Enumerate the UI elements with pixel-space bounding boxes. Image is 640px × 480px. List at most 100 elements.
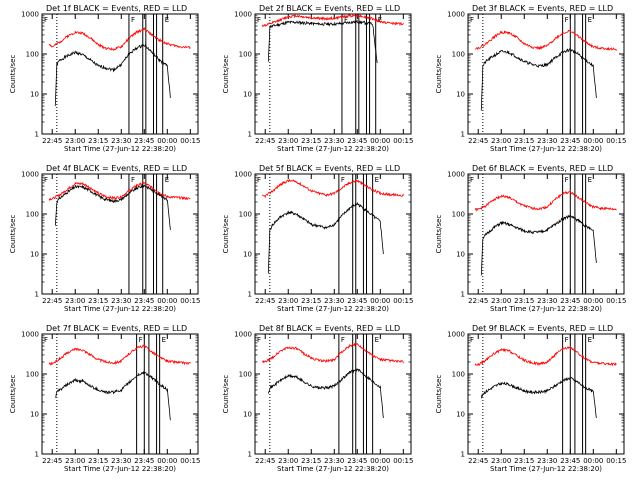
x-tick-label: 00:15 <box>393 297 413 305</box>
x-tick-label: 23:30 <box>324 137 344 145</box>
series-line-events <box>480 376 597 418</box>
y-tick-label: 1 <box>461 131 465 139</box>
x-tick-label: 23:15 <box>301 137 321 145</box>
x-tick-label: 22:45 <box>255 297 275 305</box>
x-axis-label: Start Time (27-Jun-12 22:38:20) <box>490 305 602 313</box>
y-tick-label: 1000 <box>21 331 39 339</box>
x-tick-label: 23:45 <box>347 297 367 305</box>
series-line-lld <box>261 178 404 199</box>
x-axis-label: Start Time (27-Jun-12 22:38:20) <box>64 145 176 153</box>
series-line-events <box>267 368 384 418</box>
x-tick-label: 23:45 <box>560 457 580 465</box>
x-tick-label: 00:15 <box>606 137 626 145</box>
y-tick-label: 10 <box>30 411 39 419</box>
x-tick-label: 23:00 <box>278 297 298 305</box>
y-tick-label: 1 <box>248 131 252 139</box>
flag-annotation: E <box>588 16 592 24</box>
chart-panel-2: Det 2f BLACK = Events, RED = LLD 1 10 100 10… <box>222 4 413 153</box>
series-line-events <box>54 43 171 106</box>
x-tick-label: 00:15 <box>393 457 413 465</box>
x-tick-label: 22:45 <box>468 457 488 465</box>
y-tick-label: 1 <box>248 451 252 459</box>
x-tick-label: 00:15 <box>393 137 413 145</box>
x-axis-label: Start Time (27-Jun-12 22:38:20) <box>64 465 176 473</box>
x-tick-label: 23:30 <box>111 297 131 305</box>
x-axis-label: Start Time (27-Jun-12 22:38:20) <box>277 305 389 313</box>
series-line-events <box>267 201 384 274</box>
chart-panel-8: Det 8f BLACK = Events, RED = LLD 1 10 100 10… <box>222 324 413 473</box>
y-axis-label: Counts/sec <box>9 55 17 94</box>
x-tick-label: 23:00 <box>278 137 298 145</box>
flag-annotation: F <box>470 16 474 24</box>
y-tick-label: 1000 <box>234 11 252 19</box>
axes-frame <box>467 13 625 135</box>
panel-grid: Det 1f BLACK = Events, RED = LLD11010010… <box>9 4 626 473</box>
y-tick-label: 10 <box>456 91 465 99</box>
x-tick-label: 23:45 <box>134 457 154 465</box>
x-tick-label: 00:00 <box>370 297 390 305</box>
flag-annotation: E <box>162 336 166 344</box>
flag-annotation: F <box>565 336 569 344</box>
flag-annotation: F <box>44 176 48 184</box>
x-tick-label: 22:45 <box>42 137 62 145</box>
panel-title: Det 7f BLACK = Events, RED = LLD <box>46 324 187 333</box>
x-axis-label: Start Time (27-Jun-12 22:38:20) <box>490 465 602 473</box>
panel-title: Det 8f BLACK = Events, RED = LLD <box>259 324 400 333</box>
x-tick-label: 00:00 <box>157 457 177 465</box>
x-tick-label: 22:45 <box>255 457 275 465</box>
x-axis-label: Start Time (27-Jun-12 22:38:20) <box>277 145 389 153</box>
x-tick-label: 23:15 <box>88 137 108 145</box>
x-tick-label: 00:00 <box>583 297 603 305</box>
x-tick-label: 23:15 <box>514 297 534 305</box>
flag-annotation: F <box>470 336 474 344</box>
x-tick-label: 00:00 <box>370 137 390 145</box>
y-tick-label: 100 <box>452 211 465 219</box>
x-tick-label: 23:15 <box>514 457 534 465</box>
x-tick-label: 00:00 <box>583 137 603 145</box>
series-line-events <box>480 214 597 276</box>
x-tick-label: 22:45 <box>42 457 62 465</box>
x-tick-label: 23:15 <box>301 457 321 465</box>
axes-frame <box>254 333 412 455</box>
x-tick-label: 23:15 <box>514 137 534 145</box>
panel-title: Det 4f BLACK = Events, RED = LLD <box>46 164 187 173</box>
flag-annotation: E <box>375 336 379 344</box>
axes-frame <box>254 173 412 295</box>
x-tick-label: 23:15 <box>88 457 108 465</box>
y-tick-label: 100 <box>26 211 39 219</box>
y-tick-label: 10 <box>243 251 252 259</box>
flag-annotation: F <box>131 176 135 184</box>
x-tick-label: 22:45 <box>42 297 62 305</box>
panel-title: Det 3f BLACK = Events, RED = LLD <box>472 4 613 13</box>
x-tick-label: 23:30 <box>537 457 557 465</box>
y-tick-label: 1000 <box>234 331 252 339</box>
y-tick-label: 1 <box>461 451 465 459</box>
x-tick-label: 00:00 <box>370 457 390 465</box>
y-tick-label: 10 <box>243 91 252 99</box>
panel-title: Det 9f BLACK = Events, RED = LLD <box>472 324 613 333</box>
x-tick-label: 00:15 <box>606 297 626 305</box>
series-line-events <box>54 183 171 230</box>
x-tick-label: 23:45 <box>347 457 367 465</box>
y-axis-label: Counts/sec <box>9 375 17 414</box>
chart-panel-7: Det 7f BLACK = Events, RED = LLD 1 10 100 10… <box>9 324 200 473</box>
y-tick-label: 1 <box>248 291 252 299</box>
y-axis-label: Counts/sec <box>435 55 443 94</box>
x-tick-label: 23:00 <box>278 457 298 465</box>
panel-title: Det 1f BLACK = Events, RED = LLD <box>46 4 187 13</box>
x-axis-label: Start Time (27-Jun-12 22:38:20) <box>64 305 176 313</box>
flag-annotation: E <box>588 176 592 184</box>
y-tick-label: 1000 <box>234 171 252 179</box>
x-tick-label: 23:00 <box>491 297 511 305</box>
x-tick-label: 00:00 <box>157 297 177 305</box>
y-tick-label: 1000 <box>21 11 39 19</box>
axes-frame <box>41 13 199 135</box>
axes-frame <box>41 333 199 455</box>
y-tick-label: 1000 <box>447 171 465 179</box>
panel-title: Det 6f BLACK = Events, RED = LLD <box>472 164 613 173</box>
chart-panel-5: Det 5f BLACK = Events, RED = LLD 1 10 100 10… <box>222 164 413 313</box>
x-tick-label: 23:30 <box>537 137 557 145</box>
flag-annotation: F <box>470 176 474 184</box>
x-tick-label: 23:00 <box>65 297 85 305</box>
x-tick-label: 00:15 <box>180 137 200 145</box>
